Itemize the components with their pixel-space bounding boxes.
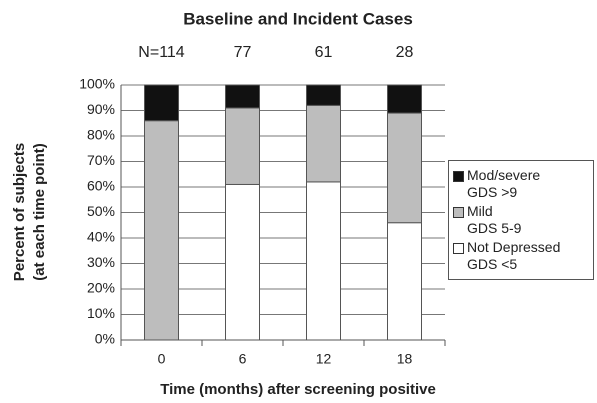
y-tick-label: 100% <box>79 76 115 92</box>
legend-item: Mod/severe GDS >9 <box>453 167 589 201</box>
y-tick-label: 20% <box>87 280 115 296</box>
legend: Mod/severe GDS >9 Mild GDS 5-9 Not Depress… <box>448 160 594 280</box>
bar-segment <box>144 120 179 341</box>
legend-label: Mild GDS 5-9 <box>467 203 522 236</box>
annotation: 61 <box>315 44 333 61</box>
legend-swatch <box>453 207 464 218</box>
bar-segment <box>387 112 422 224</box>
y-tick-label: 30% <box>87 254 115 270</box>
y-tick-label: 40% <box>87 229 115 245</box>
bar-segment <box>306 84 341 106</box>
y-axis-title: (at each time point) <box>31 143 48 281</box>
y-tick-label: 80% <box>87 127 115 143</box>
y-tick-label: 50% <box>87 203 115 219</box>
bar-segment <box>306 104 341 183</box>
legend-item: Mild GDS 5-9 <box>453 203 589 237</box>
chart-title: Baseline and Incident Cases <box>183 9 413 28</box>
y-tick-label: 60% <box>87 178 115 194</box>
x-tick-label: 6 <box>239 351 247 367</box>
legend-label: Not Depressed GDS <5 <box>467 239 561 272</box>
x-tick-label: 12 <box>316 351 332 367</box>
y-axis-title: Percent of subjects <box>11 143 28 281</box>
annotation: N=114 <box>138 44 185 61</box>
bar-segment <box>225 84 260 109</box>
y-tick-label: 10% <box>87 305 115 321</box>
y-tick-label: 90% <box>87 101 115 117</box>
annotation: 28 <box>396 44 414 61</box>
bar-segment <box>225 107 260 185</box>
legend-item: Not Depressed GDS <5 <box>453 239 589 273</box>
annotation: 77 <box>234 44 252 61</box>
legend-label: Mod/severe GDS >9 <box>467 167 541 200</box>
legend-swatch <box>453 171 464 182</box>
bar-segment <box>306 181 341 341</box>
bar-segment <box>144 84 179 122</box>
x-tick-label: 0 <box>158 351 166 367</box>
y-tick-label: 70% <box>87 152 115 168</box>
x-tick-label: 18 <box>397 351 413 367</box>
bar-segment <box>225 183 260 341</box>
bar-segment <box>387 222 422 341</box>
x-axis-title: Time (months) after screening positive <box>160 381 436 398</box>
y-tick-label: 0% <box>95 331 115 347</box>
bar-segment <box>387 84 422 114</box>
legend-swatch <box>453 243 464 254</box>
